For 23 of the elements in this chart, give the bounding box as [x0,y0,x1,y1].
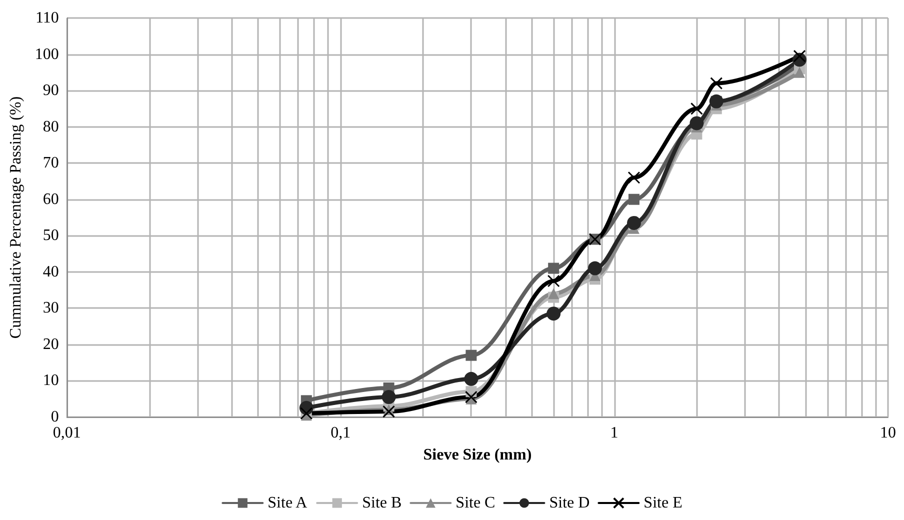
x-axis-title: Sieve Size (mm) [423,446,532,464]
y-tick-label: 20 [42,336,59,353]
x-tick-label: 0,1 [330,424,351,442]
y-tick-label: 80 [42,118,59,136]
x-tick-label: 10 [880,424,896,442]
x-tick-label: 1 [610,424,618,442]
x-tick-label: 0,01 [52,424,81,442]
y-tick-label: 10 [42,372,59,390]
legend-label: Site C [456,494,496,512]
y-tick-label: 30 [42,300,59,317]
legend-label: Site E [644,494,682,512]
y-axis-title: Cummulative Percentage Passing (%) [8,96,24,339]
legend-label: Site B [362,494,402,512]
legend-label: Site D [549,494,590,512]
legend-label: Site A [268,494,308,512]
y-tick-label: 50 [42,227,59,244]
y-tick-label: 100 [34,46,59,63]
y-tick-label: 40 [42,263,59,280]
y-tick-label: 110 [35,10,59,26]
y-tick-label: 60 [42,190,59,208]
y-tick-label: 0 [50,408,59,426]
y-tick-label: 70 [42,154,59,172]
y-tick-label: 90 [42,82,59,100]
